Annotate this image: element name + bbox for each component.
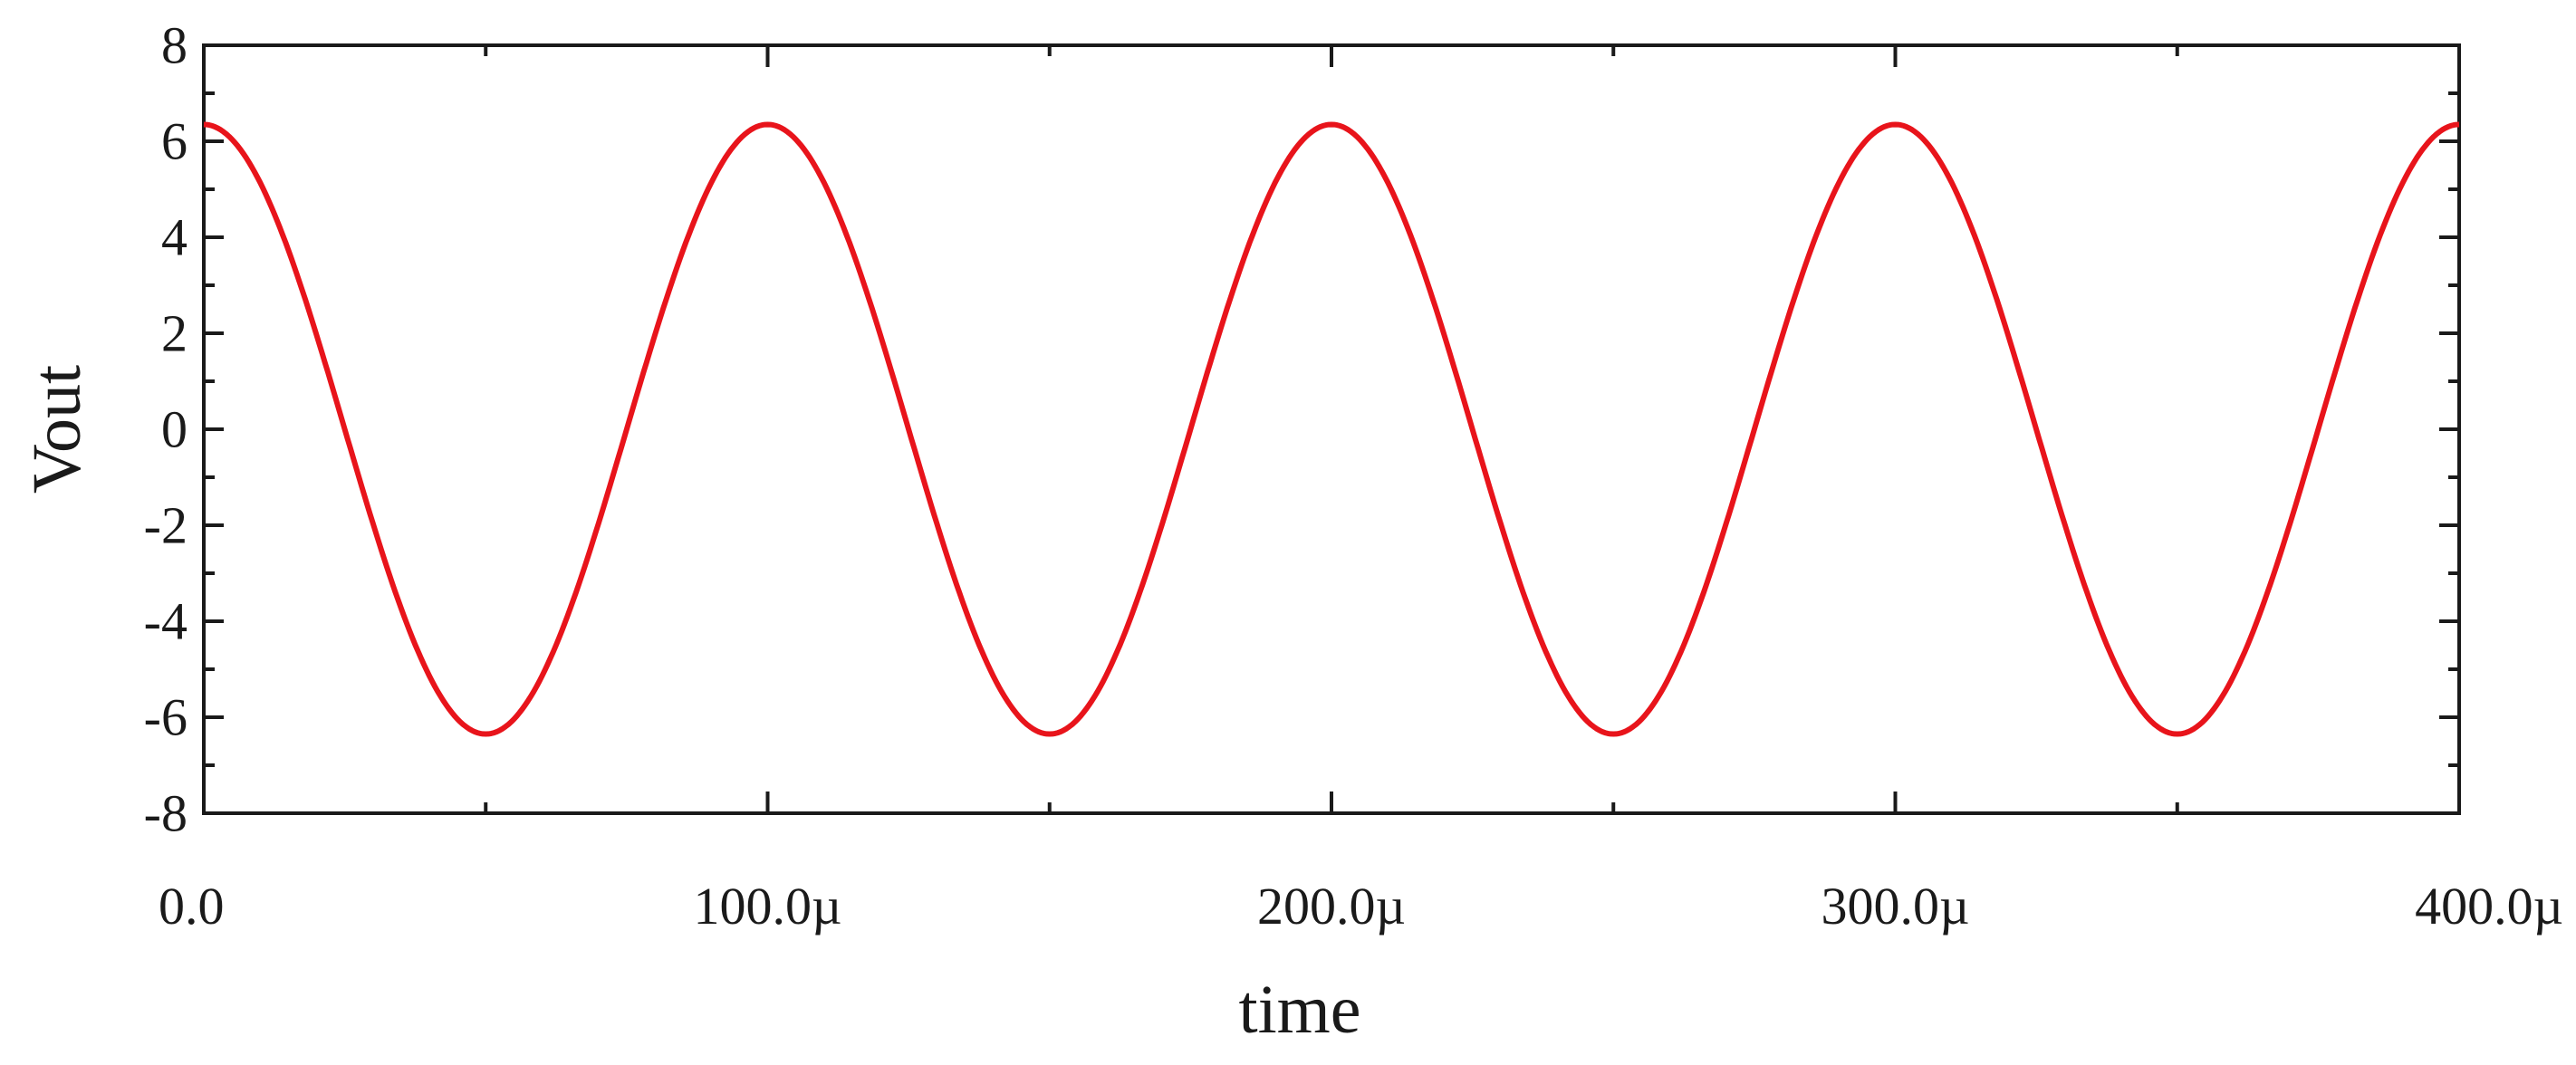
y-tick-label: 6 bbox=[161, 112, 187, 171]
x-axis-tick-labels: 0.0 100.0µ 200.0µ 300.0µ 400.0µ bbox=[159, 877, 2563, 935]
x-tick-label: 400.0µ bbox=[2415, 877, 2563, 935]
y-axis-label: Vout bbox=[19, 365, 95, 494]
x-tick-label: 300.0µ bbox=[1821, 877, 1970, 935]
x-tick-label: 200.0µ bbox=[1257, 877, 1406, 935]
y-axis-tick-labels: -8 -6 -4 -2 0 2 4 6 8 bbox=[144, 16, 187, 843]
y-axis-ticks bbox=[204, 43, 2459, 815]
y-tick-label: 0 bbox=[161, 400, 187, 459]
y-tick-label: 8 bbox=[161, 16, 187, 75]
plot-frame bbox=[202, 43, 2461, 815]
x-tick-label: 100.0µ bbox=[694, 877, 842, 935]
y-tick-label: 4 bbox=[161, 208, 187, 267]
x-tick-label: 0.0 bbox=[159, 877, 225, 935]
y-tick-label: -6 bbox=[144, 688, 187, 747]
x-axis-label: time bbox=[1238, 972, 1360, 1048]
series-layer bbox=[203, 121, 2460, 737]
series-line bbox=[203, 121, 2460, 737]
y-tick-label: -4 bbox=[144, 592, 187, 651]
y-tick-label: -2 bbox=[144, 496, 187, 555]
y-tick-label: -8 bbox=[144, 784, 187, 843]
y-tick-label: 2 bbox=[161, 304, 187, 363]
x-axis-ticks bbox=[202, 45, 2461, 813]
